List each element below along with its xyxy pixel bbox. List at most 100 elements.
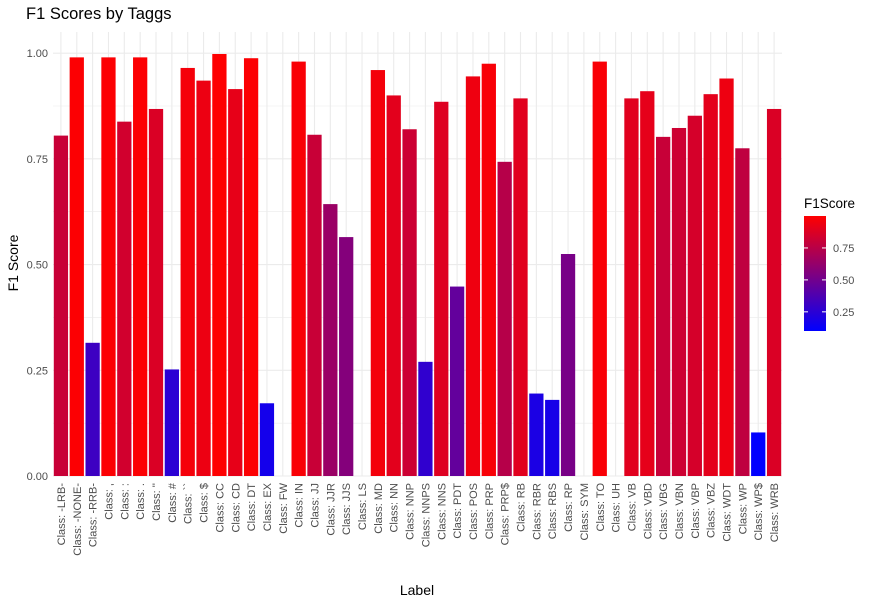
- y-tick-label: 0.00: [27, 471, 48, 483]
- x-tick-label: Class: RP: [563, 483, 575, 532]
- bar: [69, 57, 84, 476]
- chart-title: F1 Scores by Taggs: [26, 5, 172, 23]
- bar: [228, 89, 243, 476]
- x-tick-label: Class: UH: [611, 483, 623, 533]
- y-axis-title: F1 Score: [5, 234, 21, 291]
- x-tick-label: Class: $: [199, 483, 211, 523]
- y-tick-label: 0.25: [27, 365, 48, 377]
- bar: [307, 134, 322, 477]
- x-tick-label: Class: JJS: [341, 483, 353, 535]
- bar: [719, 78, 734, 476]
- bar: [339, 237, 354, 476]
- x-tick-label: Class: JJR: [325, 483, 337, 536]
- bar: [291, 61, 306, 476]
- bar: [101, 57, 116, 476]
- x-tick-label: Class: WP: [737, 483, 749, 534]
- x-tick-label: Class: SYM: [579, 483, 591, 540]
- x-tick-label: Class: NNP: [405, 483, 417, 540]
- bar: [180, 67, 195, 476]
- x-tick-label: Class: VBP: [690, 483, 702, 539]
- x-tick-label: Class: VBG: [658, 483, 670, 540]
- x-tick-label: Class: RB: [516, 483, 528, 532]
- bar: [687, 115, 702, 477]
- bar: [117, 121, 132, 476]
- bar: [766, 108, 782, 477]
- bar: [133, 57, 148, 476]
- x-tick-label: Class: PRP: [484, 483, 496, 539]
- x-tick-label: Class: JJ: [309, 483, 321, 528]
- x-tick-label: Class: NNPS: [420, 483, 432, 547]
- x-tick-label: Class: VBZ: [706, 483, 718, 538]
- x-tick-label: Class: -NONE-: [72, 483, 84, 556]
- bar: [434, 101, 449, 477]
- bar: [735, 148, 750, 477]
- bar: [497, 161, 512, 476]
- x-tick-label: Class: VBD: [642, 483, 654, 539]
- x-tick-label: Class: CC: [214, 483, 226, 533]
- bar: [624, 98, 639, 476]
- x-tick-label: Class: .: [135, 483, 147, 520]
- bar: [85, 342, 100, 476]
- bar: [560, 254, 576, 476]
- bars: [53, 53, 782, 477]
- legend-label: 0.50: [833, 275, 854, 287]
- x-tick-label: Class: VBN: [674, 483, 686, 539]
- legend-ticks: 0.25 0.50 0.75: [804, 243, 854, 319]
- bar: [418, 361, 433, 476]
- x-tick-label: Class: ,: [103, 483, 115, 520]
- x-tick-label: Class: POS: [468, 483, 480, 540]
- legend-colorbar: [804, 216, 826, 331]
- x-axis-title: Label: [400, 582, 434, 598]
- bar: [751, 432, 766, 476]
- x-tick-label: Class: NNS: [436, 483, 448, 540]
- x-tick-label: Class: EX: [262, 482, 274, 531]
- bar: [386, 95, 401, 476]
- bar: [243, 58, 259, 477]
- bar: [656, 136, 671, 476]
- x-tick-label: Class: RBR: [531, 483, 543, 540]
- bar: [164, 369, 179, 476]
- bar: [402, 129, 417, 476]
- bar: [529, 393, 544, 476]
- x-tick-label: Class: TO: [595, 483, 607, 532]
- x-tick-label: Class: PDT: [452, 483, 464, 539]
- y-tick-label: 1.00: [27, 48, 48, 60]
- x-tick-label: Class: -RRB-: [88, 483, 100, 548]
- bar: [513, 98, 528, 476]
- x-tick-label: Class: MD: [373, 483, 385, 534]
- x-tick-label: Class: -LRB-: [56, 483, 68, 546]
- x-tick-label: Class: WP$: [753, 483, 765, 540]
- bar: [465, 76, 481, 477]
- bar: [449, 286, 465, 476]
- x-tick-label: Class: IN: [294, 483, 306, 528]
- x-tick-label: Class: WDT: [722, 483, 734, 542]
- x-tick-label: Class: VB: [626, 483, 638, 531]
- legend: F1Score 0.25 0.50 0.75: [804, 196, 855, 331]
- x-tick-label: Class: DT: [246, 483, 258, 532]
- x-tick-label: Class: CD: [230, 483, 242, 533]
- bar: [592, 61, 607, 476]
- x-tick-label: Class: RBS: [547, 483, 559, 539]
- bar: [53, 135, 69, 476]
- x-tick-label: Class: '': [151, 483, 163, 521]
- x-tick-label: Class: FW: [278, 482, 290, 533]
- bar: [212, 53, 227, 476]
- x-tick-label: Class: #: [167, 482, 179, 523]
- x-tick-label: Class: ``: [183, 483, 195, 524]
- bar: [323, 204, 338, 477]
- y-tick-label: 0.75: [27, 154, 48, 166]
- y-tick-label: 0.50: [27, 260, 48, 272]
- x-tick-label: Class: WRB: [769, 483, 781, 542]
- bar: [481, 63, 496, 476]
- bar: [703, 94, 718, 476]
- x-tick-label: Class: NN: [389, 483, 401, 533]
- x-tick-label: Class: :: [119, 483, 131, 520]
- bar: [671, 127, 687, 476]
- bar: [640, 91, 655, 476]
- legend-label: 0.25: [833, 307, 854, 319]
- y-tick-labels: 0.00 0.25 0.50 0.75 1.00: [27, 48, 48, 483]
- x-tick-label: Class: LS: [357, 483, 369, 530]
- bar: [148, 108, 164, 477]
- bar: [259, 403, 275, 476]
